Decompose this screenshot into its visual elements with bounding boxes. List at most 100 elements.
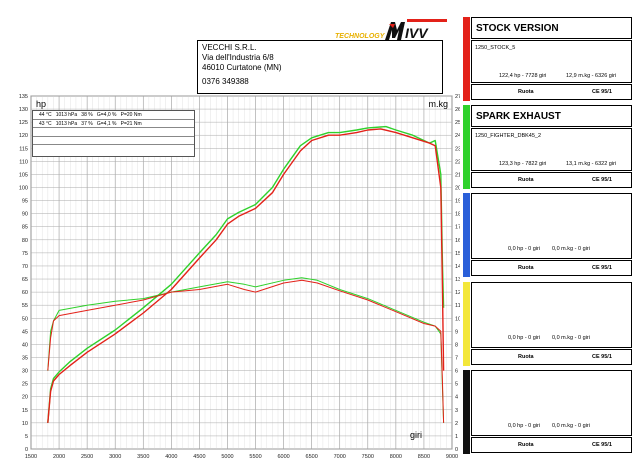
series-torque-spark: [47, 277, 445, 423]
x-tick: 8000: [390, 454, 402, 460]
x-tick: 7500: [362, 454, 374, 460]
panel-stripe: [463, 17, 470, 101]
panel-hp: 122,4 hp - 7728 giri: [499, 73, 547, 79]
panel-info: 0,0 hp - 0 giri 0,0 m.kg - 0 giri: [471, 282, 632, 348]
y-tick-left: 110: [19, 159, 28, 165]
y-tick-left: 125: [19, 120, 28, 126]
y-tick-left: 135: [19, 94, 28, 100]
conditions-row-1: 44 °C 1013 hPa 38 % G=4,0 % P=20 Nm: [33, 111, 194, 120]
y-tick-left: 90: [22, 212, 28, 218]
panel-yellow: 0,0 hp - 0 giri 0,0 m.kg - 0 giri Ruota …: [463, 282, 632, 366]
panel-foot-right: CE 95/1: [592, 177, 612, 183]
y-tick-right: 19: [455, 199, 460, 205]
y-tick-left: 10: [22, 421, 28, 427]
svg-text:IVV: IVV: [405, 25, 429, 41]
panel-foot-left: Ruota: [518, 442, 534, 448]
y-tick-right: 3: [455, 408, 458, 414]
panel-info: 0,0 hp - 0 giri 0,0 m.kg - 0 giri: [471, 370, 632, 436]
y-label-left: hp: [36, 99, 46, 109]
y-tick-right: 14: [455, 264, 460, 270]
y-tick-right: 27: [455, 94, 460, 100]
y-tick-right: 23: [455, 146, 460, 152]
dealer-phone: 0376 349388: [202, 77, 249, 86]
x-tick: 7000: [334, 454, 346, 460]
panel-foot-right: CE 95/1: [592, 265, 612, 271]
y-tick-left: 115: [19, 146, 28, 152]
panel-foot: Ruota CE 95/1: [471, 349, 632, 365]
dealer-name: VECCHI S.R.L.: [202, 43, 257, 52]
panel-title: SPARK EXHAUST: [471, 105, 632, 127]
x-tick: 4000: [165, 454, 177, 460]
y-tick-left: 100: [19, 186, 28, 192]
y-tick-left: 35: [22, 355, 28, 361]
x-tick: 4500: [193, 454, 205, 460]
y-tick-left: 45: [22, 329, 28, 335]
panel-hp: 123,3 hp - 7822 giri: [499, 161, 547, 167]
y-tick-right: 17: [455, 225, 460, 231]
y-tick-left: 80: [22, 238, 28, 244]
y-tick-left: 65: [22, 277, 28, 283]
y-tick-left: 20: [22, 395, 28, 401]
y-tick-left: 120: [19, 133, 28, 139]
x-tick: 2000: [53, 454, 65, 460]
y-tick-left: 75: [22, 251, 28, 257]
y-tick-right: 22: [455, 159, 460, 165]
panel-title: STOCK VERSION: [471, 17, 632, 39]
y-tick-right: 7: [455, 355, 458, 361]
y-tick-left: 40: [22, 342, 28, 348]
panel-foot-left: Ruota: [518, 89, 534, 95]
y-tick-right: 2: [455, 421, 458, 427]
panel-foot-left: Ruota: [518, 354, 534, 360]
panel-foot: Ruota CE 95/1: [471, 84, 632, 100]
y-tick-left: 105: [19, 172, 28, 178]
x-tick: 6000: [277, 454, 289, 460]
dealer-box: VECCHI S.R.L. Via dell'Industria 6/8 460…: [197, 40, 443, 94]
series-power-spark: [47, 125, 445, 423]
panel-torque: 0,0 m.kg - 0 giri: [552, 423, 590, 429]
y-tick-left: 50: [22, 316, 28, 322]
conditions-row-2: 43 °C 1013 hPa 37 % G=4,1 % P=21 Nm: [33, 120, 194, 128]
y-tick-left: 85: [22, 225, 28, 231]
y-tick-right: 6: [455, 369, 458, 375]
conditions-row-3: [33, 128, 194, 137]
panel-foot-right: CE 95/1: [592, 442, 612, 448]
conditions-row-5: [33, 145, 194, 154]
panel-foot-right: CE 95/1: [592, 354, 612, 360]
panel-torque: 0,0 m.kg - 0 giri: [552, 335, 590, 341]
y-tick-right: 4: [455, 395, 458, 401]
panel-stripe: [463, 193, 470, 277]
panel-spark: SPARK EXHAUST 1250_FIGHTER_DBK45_2 123,3…: [463, 105, 632, 189]
panel-hp: 0,0 hp - 0 giri: [508, 423, 541, 429]
x-label: giri: [410, 430, 422, 440]
x-tick: 5000: [221, 454, 233, 460]
panel-foot: Ruota CE 95/1: [471, 260, 632, 276]
series-power-stock: [47, 128, 445, 423]
panel-info: 1250_STOCK_5 122,4 hp - 7728 giri 12,9 m…: [471, 40, 632, 83]
panel-foot-right: CE 95/1: [592, 89, 612, 95]
x-tick: 2500: [81, 454, 93, 460]
y-tick-left: 55: [22, 303, 28, 309]
panel-code: 1250_STOCK_5: [475, 45, 516, 51]
x-tick: 9000: [446, 454, 458, 460]
panel-black: 0,0 hp - 0 giri 0,0 m.kg - 0 giri Ruota …: [463, 370, 632, 454]
x-tick: 3000: [109, 454, 121, 460]
y-tick-right: 21: [455, 172, 460, 178]
y-tick-right: 25: [455, 120, 460, 126]
y-tick-right: 5: [455, 382, 458, 388]
y-tick-right: 9: [455, 329, 458, 335]
y-tick-left: 60: [22, 290, 28, 296]
y-tick-left: 0: [25, 447, 28, 453]
panel-hp: 0,0 hp - 0 giri: [508, 246, 541, 252]
x-tick: 3500: [137, 454, 149, 460]
x-tick: 8500: [418, 454, 430, 460]
mivv-logo: TECHNOLOGY IVV: [335, 16, 453, 44]
svg-text:TECHNOLOGY: TECHNOLOGY: [335, 33, 386, 40]
x-tick: 6500: [306, 454, 318, 460]
y-tick-left: 95: [22, 199, 28, 205]
panel-torque: 12,9 m.kg - 6326 giri: [566, 73, 617, 79]
y-tick-left: 15: [22, 408, 28, 414]
y-tick-right: 10: [455, 316, 460, 322]
x-tick: 1500: [25, 454, 37, 460]
y-tick-right: 16: [455, 238, 460, 244]
panel-stock: STOCK VERSION 1250_STOCK_5 122,4 hp - 77…: [463, 17, 632, 101]
